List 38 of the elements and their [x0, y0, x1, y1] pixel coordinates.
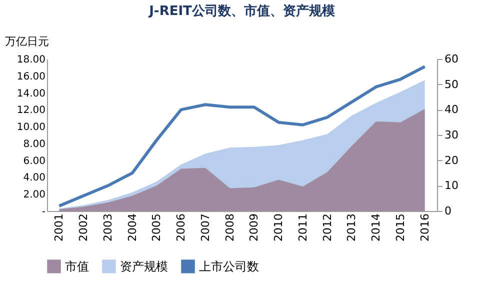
- y-tick-label: 2.00: [23, 190, 46, 201]
- x-tick-label: 2007: [198, 214, 212, 242]
- x-tick-label: 2015: [394, 214, 407, 242]
- y-tick-label: 14.00: [16, 88, 46, 100]
- y-axis-title: 万亿日元: [5, 35, 49, 48]
- x-tick-label: 2011: [296, 214, 310, 242]
- legend-label: 上市公司数: [199, 259, 259, 274]
- y2-tick-label: 10: [444, 179, 458, 192]
- y2-tick-label: 30: [444, 128, 458, 142]
- x-tick-label: 2001: [52, 214, 66, 242]
- y-tick-label: 10.00: [16, 122, 46, 134]
- x-tick-label: 2002: [77, 214, 90, 242]
- x-tick-label: 2014: [370, 214, 383, 242]
- chart-title: J-REIT公司数、市值、资产规模: [148, 3, 335, 19]
- y-tick-label: 4.00: [23, 172, 46, 184]
- x-tick-label: 2006: [174, 214, 188, 242]
- x-tick-label: 2012: [320, 214, 334, 242]
- y2-tick-label: 40: [444, 103, 458, 116]
- y2-tick-label: 60: [444, 52, 458, 66]
- y-tick-label: -: [42, 206, 46, 218]
- x-tick-label: 2004: [126, 214, 139, 242]
- y-tick-label: 16.00: [16, 71, 46, 82]
- x-tick-label: 2008: [223, 214, 236, 242]
- x-tick-label: 2013: [345, 214, 358, 242]
- x-tick-label: 2005: [150, 214, 164, 242]
- y-tick-label: 18.00: [16, 54, 46, 66]
- legend-label: 资产规模: [120, 259, 168, 274]
- x-tick-label: 2009: [248, 214, 261, 242]
- legend-label: 市值: [65, 259, 89, 274]
- x-tick-label: 2003: [101, 214, 114, 242]
- y-tick-label: 6.00: [23, 156, 46, 167]
- y-tick-label: 8.00: [23, 138, 46, 150]
- y2-tick-label: 20: [444, 154, 458, 167]
- y2-tick-label: 50: [444, 78, 458, 91]
- y-tick-label: 12.00: [16, 105, 46, 116]
- y2-tick-label: 0: [444, 204, 452, 218]
- x-tick-label: 2010: [272, 214, 286, 242]
- x-tick-label: 2016: [418, 214, 432, 242]
